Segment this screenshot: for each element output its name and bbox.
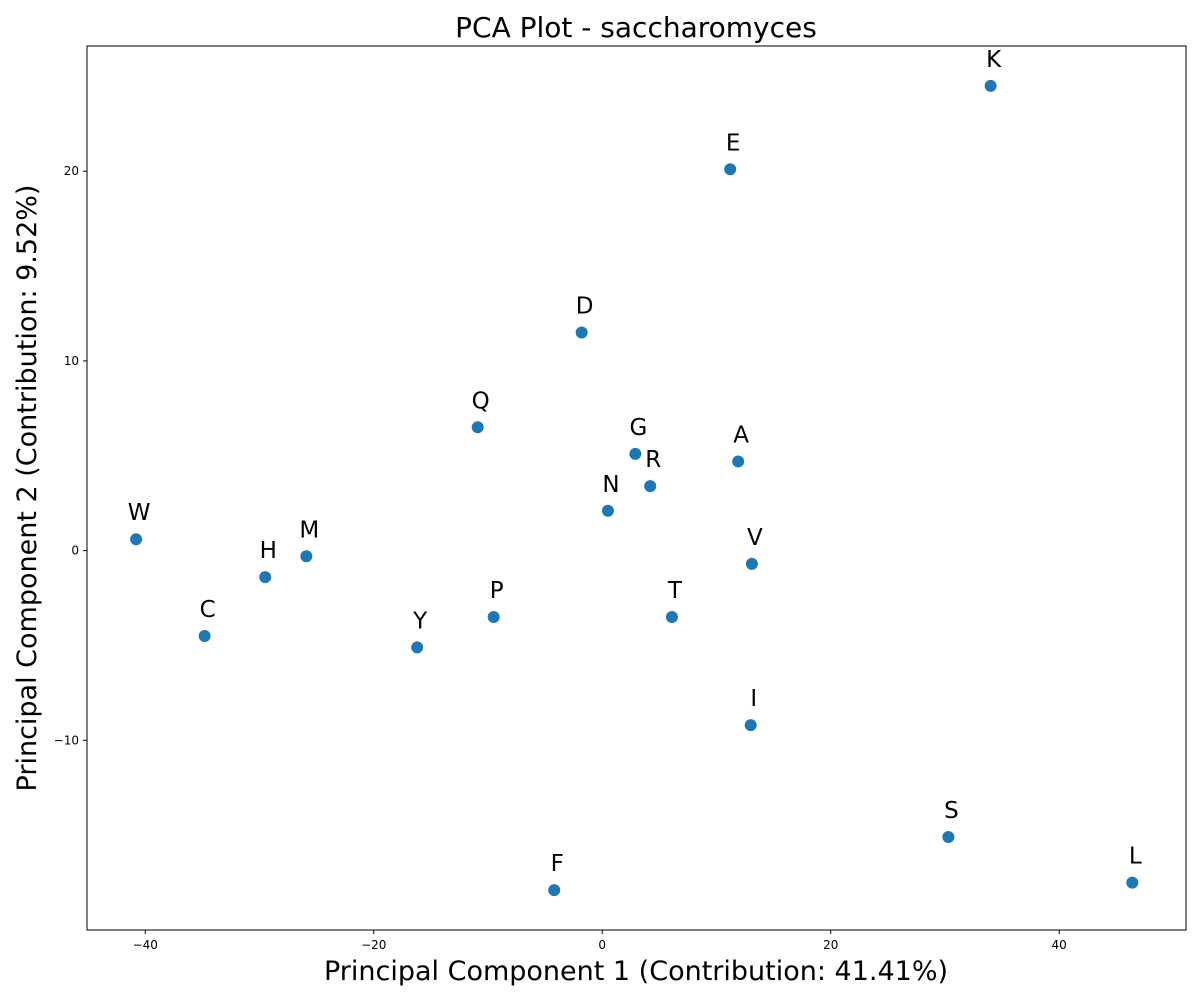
point-label-d: D: [576, 293, 594, 319]
data-points: K E D Q G A RN W M V H P T C Y I S F L: [128, 47, 1142, 897]
data-point-h: [259, 571, 272, 584]
data-point-l: [1126, 876, 1139, 889]
point-label-m: M: [299, 517, 319, 543]
x-tick-label: 40: [1052, 938, 1067, 952]
y-tick-label: 0: [71, 544, 79, 558]
point-label-h: H: [260, 538, 277, 564]
point-label-a: A: [733, 422, 749, 448]
data-point-g: [629, 447, 642, 460]
point-label-w: W: [128, 500, 151, 526]
point-label-i: I: [750, 686, 757, 712]
point-label-v: V: [747, 525, 763, 551]
point-label-f: F: [551, 851, 564, 877]
x-tick-label: 0: [598, 938, 606, 952]
data-point-r: [644, 480, 657, 493]
data-point-w: [130, 533, 143, 546]
data-point-e: [724, 163, 737, 176]
chart-title: PCA Plot - saccharomyces: [455, 11, 817, 44]
data-point-k: [984, 79, 997, 92]
point-label-l: L: [1129, 844, 1142, 870]
x-tick-label: 20: [823, 938, 838, 952]
data-point-s: [942, 831, 955, 844]
y-axis-ticks: −10 0 10 20: [54, 164, 87, 747]
y-tick-label: 10: [64, 354, 79, 368]
data-point-q: [471, 421, 484, 434]
y-tick-label: −10: [54, 733, 79, 747]
data-point-a: [732, 455, 745, 468]
x-tick-label: −40: [133, 938, 158, 952]
point-label-q: Q: [472, 388, 490, 414]
data-point-d: [575, 326, 588, 339]
point-label-k: K: [986, 47, 1002, 73]
data-point-p: [487, 610, 500, 623]
y-axis-label: Principal Component 2 (Contribution: 9.5…: [12, 185, 43, 792]
x-axis-label: Principal Component 1 (Contribution: 41.…: [324, 956, 948, 987]
data-point-n: [601, 504, 614, 517]
data-point-t: [665, 610, 678, 623]
y-tick-label: 20: [64, 164, 79, 178]
point-label-n: N: [602, 472, 619, 498]
data-point-m: [300, 550, 313, 563]
data-point-y: [411, 641, 424, 654]
data-point-v: [745, 557, 758, 570]
point-label-p: P: [490, 578, 504, 604]
point-label-r: R: [645, 447, 661, 473]
x-tick-label: −20: [361, 938, 386, 952]
point-label-t: T: [667, 578, 683, 604]
plot-area-frame: [86, 45, 1187, 931]
point-label-s: S: [944, 798, 959, 824]
x-axis-ticks: −40 −20 0 20 40: [133, 930, 1067, 952]
point-label-g: G: [629, 415, 647, 441]
point-label-c: C: [200, 597, 216, 623]
data-point-c: [198, 629, 211, 642]
point-label-e: E: [726, 130, 741, 156]
point-label-y: Y: [412, 608, 428, 634]
data-point-f: [548, 884, 561, 897]
data-point-i: [744, 719, 757, 732]
